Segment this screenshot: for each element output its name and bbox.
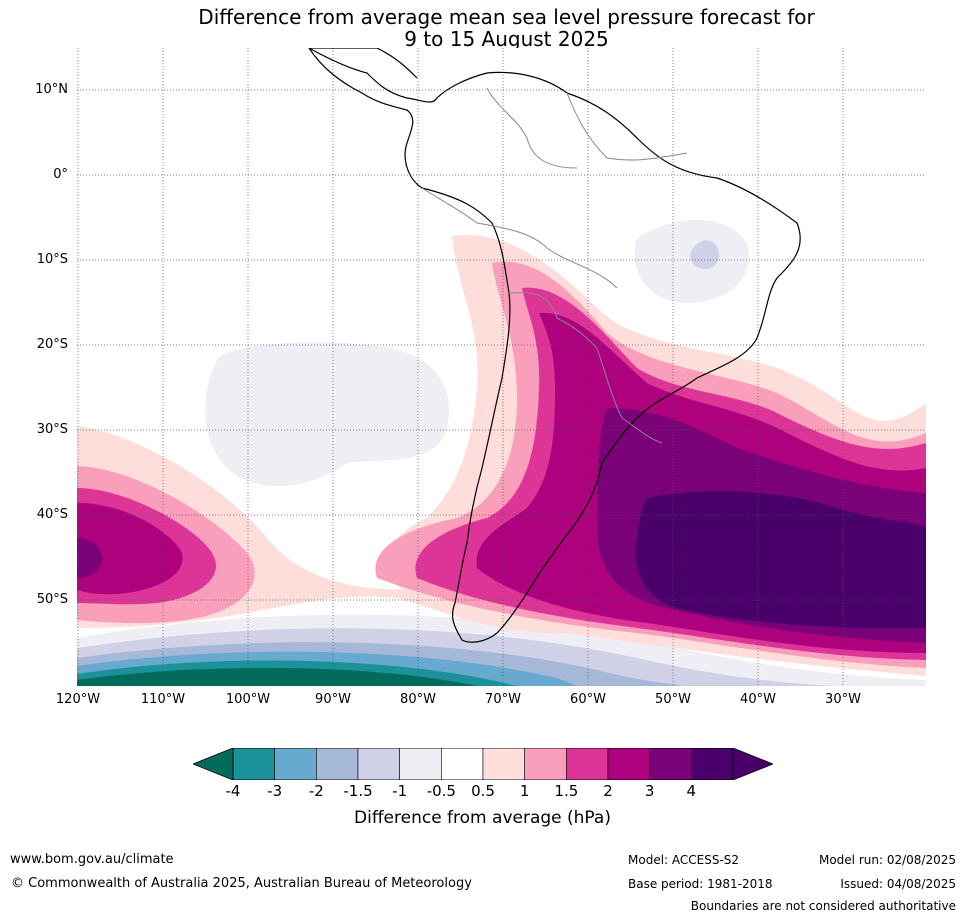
colorbar-cell xyxy=(274,748,317,780)
footer-copyright: © Commonwealth of Australia 2025, Austra… xyxy=(11,876,472,891)
lat-label-20s: 20°S xyxy=(36,337,68,352)
lon-label-90w: 90°W xyxy=(315,692,351,707)
lon-label-60w: 60°W xyxy=(570,692,606,707)
anomaly-area-plus-3-pacific xyxy=(77,538,102,578)
colorbar-cell xyxy=(566,748,609,780)
anomaly-area-eastern-pacific-low xyxy=(205,342,449,487)
lat-label-50s: 50°S xyxy=(36,592,68,607)
lon-label-80w: 80°W xyxy=(400,692,436,707)
colorbar-cell xyxy=(399,748,442,780)
lat-label-0: 0° xyxy=(53,167,68,182)
lon-label-70w: 70°W xyxy=(485,692,521,707)
colorbar-cell xyxy=(524,748,567,780)
colorbar-label: Difference from average (hPa) xyxy=(354,808,611,828)
colorbar-cell xyxy=(357,748,400,780)
colorbar-under-arrow xyxy=(193,748,234,780)
footer-model: Model: ACCESS-S2 xyxy=(628,853,740,867)
pressure-anomaly-map xyxy=(77,48,926,686)
anomaly-area-plus-2-pacific xyxy=(77,503,183,595)
lon-label-40w: 40°W xyxy=(740,692,776,707)
colorbar-tick-label: -0.5 xyxy=(426,782,456,800)
colorbar xyxy=(193,748,773,780)
colorbar-tick-label: 1 xyxy=(519,782,530,800)
colorbar-cell xyxy=(607,748,650,780)
colorbar-cell xyxy=(482,748,525,780)
footer-issued: Issued: 04/08/2025 xyxy=(840,877,956,891)
anomaly-area-plus-4-atlantic xyxy=(635,491,926,629)
colorbar-outline xyxy=(232,748,734,780)
colorbar-tick-label: 1.5 xyxy=(554,782,579,800)
lat-label-10s: 10°S xyxy=(36,252,68,267)
colorbar-cell xyxy=(649,748,692,780)
map-canvas xyxy=(77,48,926,686)
footer-base-period: Base period: 1981-2018 xyxy=(628,877,773,891)
colorbar-cell xyxy=(691,748,734,780)
lon-label-120w: 120°W xyxy=(55,692,101,707)
colorbar-over-arrow xyxy=(732,748,773,780)
colorbar-tick-label: -3 xyxy=(267,782,283,800)
colorbar-tick-label: -4 xyxy=(225,782,241,800)
lat-label-40s: 40°S xyxy=(36,507,68,522)
colorbar-tick-label: 3 xyxy=(644,782,655,800)
colorbar-tick-label: -1.5 xyxy=(343,782,373,800)
lon-label-110w: 110°W xyxy=(140,692,186,707)
colorbar-tick-label: 2 xyxy=(603,782,613,800)
central-america-coastline xyxy=(309,48,418,79)
footer-url[interactable]: www.bom.gov.au/climate xyxy=(10,852,174,867)
colorbar-cell xyxy=(316,748,359,780)
graticule xyxy=(77,48,926,686)
lon-label-50w: 50°W xyxy=(655,692,691,707)
footer-boundaries-note: Boundaries are not considered authoritat… xyxy=(690,899,956,913)
south-america-coastline xyxy=(308,48,801,643)
country-borders xyxy=(421,87,688,444)
map-title-line-1: Difference from average mean sea level p… xyxy=(198,5,815,29)
colorbar-tick-label: 0.5 xyxy=(471,782,495,800)
colorbar-tick-label: -2 xyxy=(308,782,324,800)
lon-label-30w: 30°W xyxy=(825,692,861,707)
anomaly-area-minus-4 xyxy=(77,667,477,686)
lat-label-30s: 30°S xyxy=(36,422,68,437)
anomaly-area-brazil-low-core xyxy=(690,240,720,270)
map-title-line-2: 9 to 15 August 2025 xyxy=(404,27,609,51)
colorbar-tick-label: -1 xyxy=(392,782,408,800)
footer-model-run: Model run: 02/08/2025 xyxy=(818,853,956,867)
colorbar-cell xyxy=(232,748,275,780)
lat-label-10n: 10°N xyxy=(35,82,68,97)
colorbar-tick-label: 4 xyxy=(686,782,697,800)
lon-label-100w: 100°W xyxy=(225,692,271,707)
colorbar-cell xyxy=(441,748,484,780)
